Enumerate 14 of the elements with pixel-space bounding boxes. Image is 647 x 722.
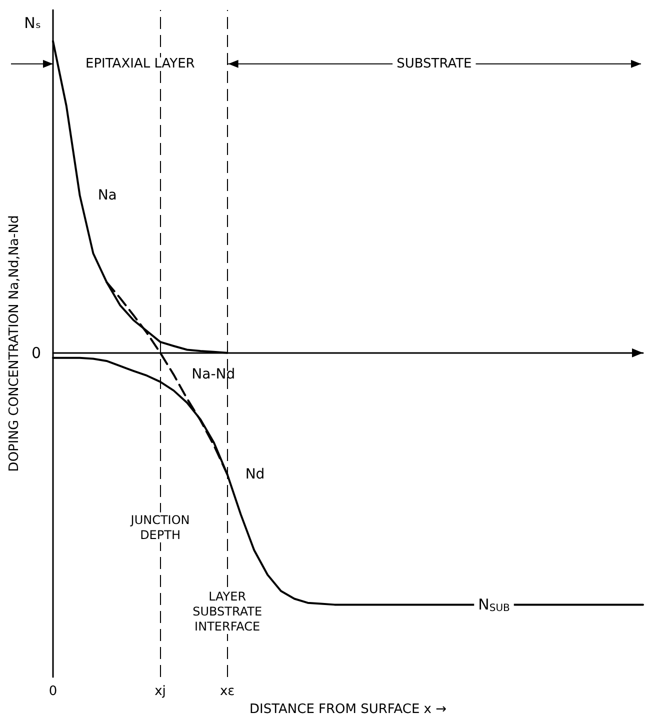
x-tick-label: xj bbox=[154, 684, 166, 699]
x-tick-label: 0 bbox=[48, 684, 58, 699]
annotation: SUBSTRATE bbox=[396, 56, 472, 72]
x-tick-label: xε bbox=[220, 684, 235, 699]
series-label: Na-Nd bbox=[192, 366, 236, 383]
annotation: EPITAXIAL LAYER bbox=[85, 56, 195, 72]
x-axis-title: DISTANCE FROM SURFACE x → bbox=[249, 702, 447, 717]
ref-line-label: LAYER SUBSTRATE INTERFACE bbox=[192, 590, 262, 634]
series-label: Nd bbox=[245, 466, 265, 482]
y-axis-title: DOPING CONCENTRATION Na,Nd,Na-Nd bbox=[7, 215, 22, 472]
ref-line-label: JUNCTION DEPTH bbox=[130, 512, 190, 542]
series-label: Na bbox=[98, 187, 117, 204]
annotation: 0 bbox=[31, 344, 41, 362]
annotation: Nₛ bbox=[24, 14, 41, 32]
